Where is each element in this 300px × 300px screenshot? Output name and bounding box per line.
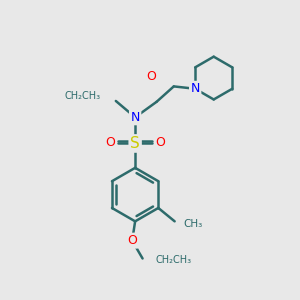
- Text: CH₃: CH₃: [183, 219, 202, 229]
- Text: N: N: [190, 82, 200, 95]
- Text: O: O: [155, 136, 165, 149]
- Text: CH₂CH₃: CH₂CH₃: [156, 255, 192, 265]
- Text: N: N: [130, 111, 140, 124]
- Text: O: O: [146, 70, 156, 83]
- Text: O: O: [127, 234, 137, 247]
- Text: O: O: [105, 136, 115, 149]
- Text: CH₂CH₃: CH₂CH₃: [64, 91, 100, 100]
- Text: S: S: [130, 136, 140, 151]
